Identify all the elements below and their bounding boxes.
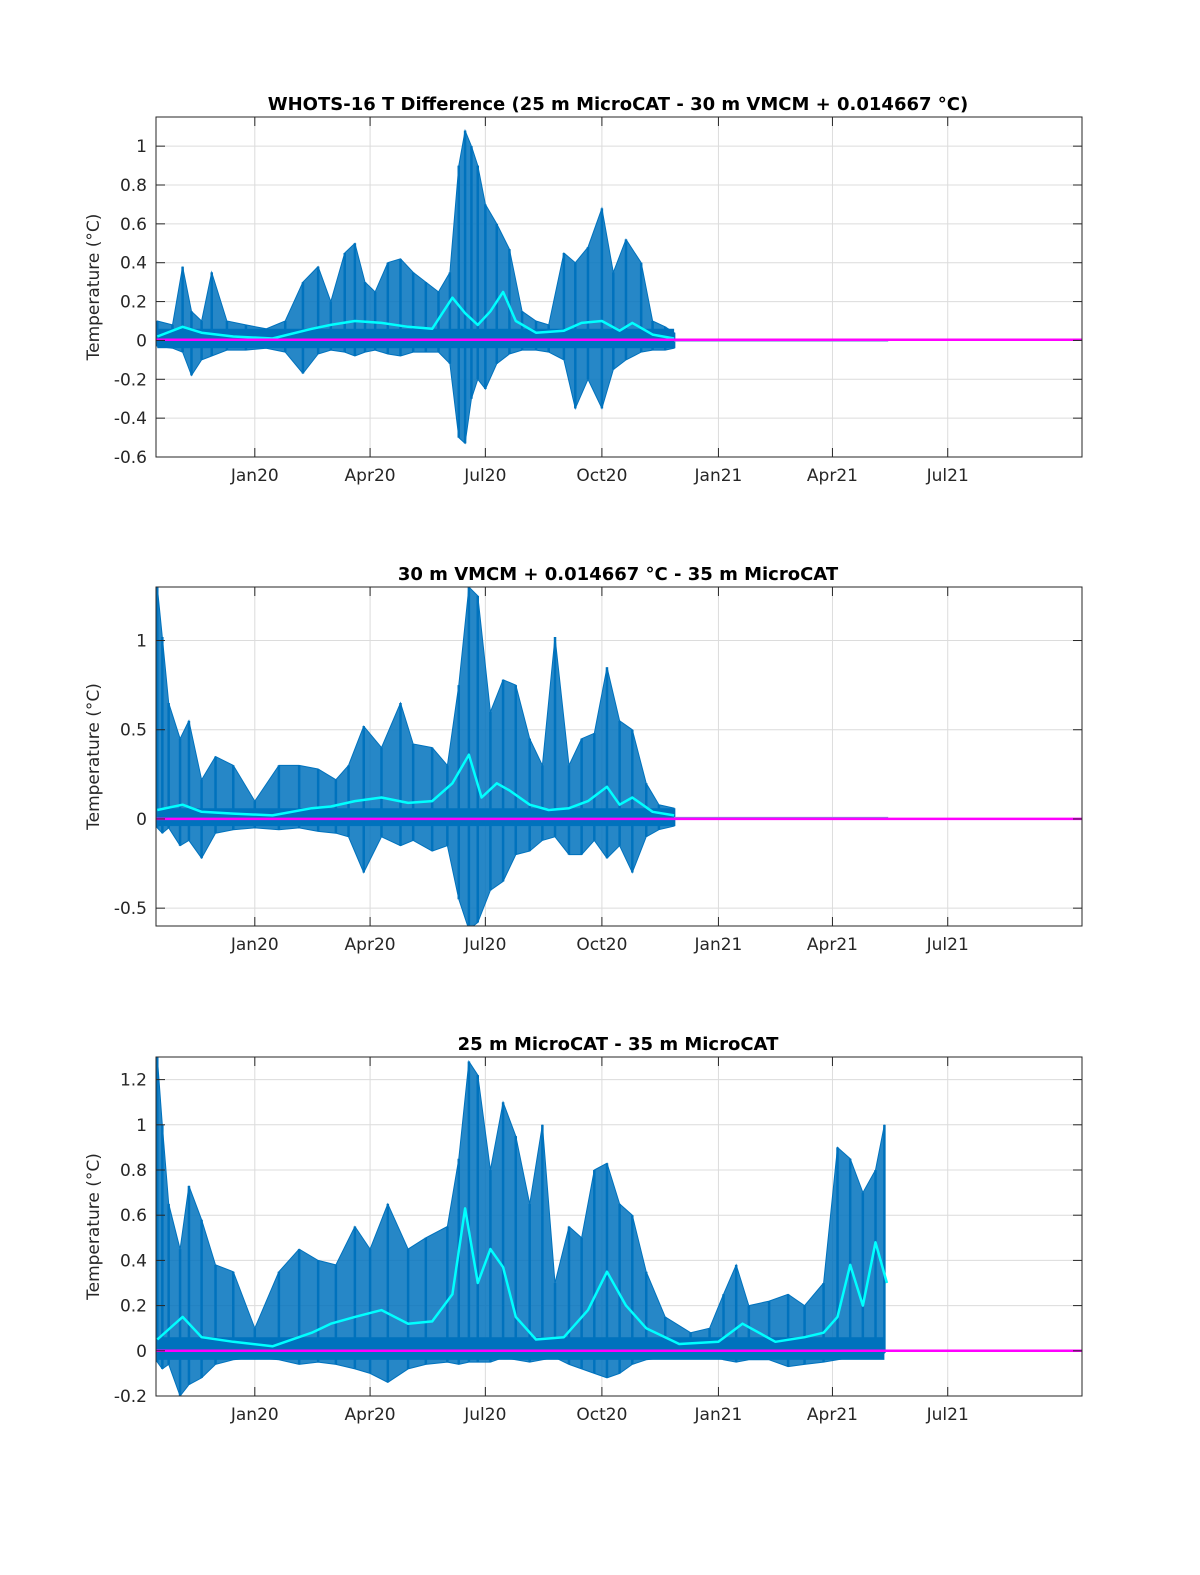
y-tick-label: 0.2 [120,293,147,313]
x-tick-label: Jan21 [694,1405,743,1425]
x-tick-label: Apr20 [345,1405,396,1425]
x-tick-label: Jan20 [230,935,279,955]
x-tick-label: Apr21 [807,466,858,486]
y-axis-label: Temperature (°C) [84,683,104,831]
chart-title: 30 m VMCM + 0.014667 °C - 35 m MicroCAT [398,564,839,585]
x-tick-label: Jul20 [463,1405,506,1425]
y-tick-label: -0.6 [114,448,147,468]
y-tick-label: -0.4 [114,409,147,429]
smoothed-series-line [157,753,675,817]
y-tick-label: 0.8 [120,1161,147,1181]
y-axis-label: Temperature (°C) [84,214,104,362]
x-tick-label: Apr20 [345,466,396,486]
x-tick-label: Jan21 [694,466,743,486]
y-tick-label: 1 [136,632,147,652]
data-layer [156,587,1082,926]
y-tick-label: 0 [136,1342,147,1362]
x-tick-label: Apr21 [807,1405,858,1425]
x-tick-label: Oct20 [576,935,627,955]
x-tick-label: Apr20 [345,935,396,955]
y-tick-label: 1 [136,1116,147,1136]
y-tick-label: 0.5 [120,721,147,741]
raw-series-band [157,328,675,349]
axes-box [155,586,1083,927]
x-tick-label: Jul21 [926,1405,969,1425]
y-tick-label: 1 [136,137,147,157]
y-tick-label: 0 [136,810,147,830]
raw-series-envelope [156,1057,885,1396]
y-tick-label: 0.6 [120,215,147,235]
chart-title: WHOTS-16 T Difference (25 m MicroCAT - 3… [268,94,968,115]
x-tick-label: Jul21 [926,935,969,955]
y-tick-label: 1.2 [120,1071,147,1091]
x-tick-label: Jul21 [926,466,969,486]
y-tick-label: 0.4 [120,254,147,274]
x-tick-label: Oct20 [576,466,627,486]
y-tick-label: -0.2 [114,370,147,390]
chart-panel-2: Jan20 Apr20 Jul20 Oct20 Jan21 Apr21 Jul21 -0.5 0… [84,564,1083,955]
x-tick-label: Jul20 [463,935,506,955]
x-tick-label: Jul20 [463,466,506,486]
x-tick-label: Jan21 [694,935,743,955]
axes-box [155,116,1083,458]
x-tick-label: Jan20 [230,1405,279,1425]
y-tick-label: 0.8 [120,176,147,196]
y-tick-label: 0.4 [120,1251,147,1271]
y-tick-label: 0 [136,331,147,351]
smoothed-series-line [156,1207,889,1348]
chart-title: 25 m MicroCAT - 35 m MicroCAT [458,1034,779,1055]
y-tick-label: 0.6 [120,1206,147,1226]
smoothed-series-line [156,290,675,340]
y-tick-label: -0.5 [114,899,147,919]
y-axis-label: Temperature (°C) [84,1153,104,1301]
chart-panel-1: Jan20 Apr20 Jul20 Oct20 Jan21 Apr21 Jul21 -0.6 -… [84,94,1083,486]
x-tick-label: Apr21 [807,935,858,955]
data-layer [156,1057,1082,1396]
y-tick-label: 0.2 [120,1297,147,1317]
raw-series-band [157,808,675,827]
axes-box [155,1056,1083,1397]
x-tick-label: Jan20 [230,466,279,486]
raw-series-envelope [156,587,675,926]
chart-panel-3: Jan20 Apr20 Jul20 Oct20 Jan21 Apr21 Jul21 -0.2 0… [84,1034,1083,1425]
y-tick-label: -0.2 [114,1387,147,1407]
x-tick-label: Oct20 [576,1405,627,1425]
data-layer [156,128,1082,445]
